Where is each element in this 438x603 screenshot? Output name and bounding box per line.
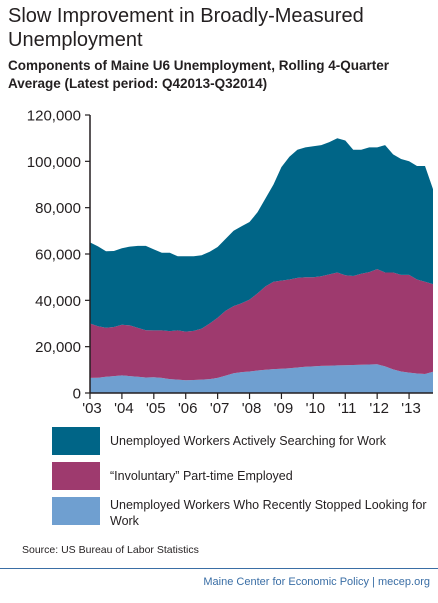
x-tick-label-6: '09 [274,400,294,417]
area-involuntary-part-time [90,269,433,381]
legend-label-actively-searching: Unemployed Workers Actively Searching fo… [110,434,387,448]
x-tick-label-5: '08 [242,400,262,417]
y-tick-label-2: 40,000 [35,293,81,310]
chart-title: Slow Improvement in Broadly-Measured Une… [8,5,364,51]
x-tick-label-4: '07 [210,400,230,417]
legend-swatch-stopped-looking [52,497,100,525]
legend-label-involuntary-part-time: “Involuntary” Part-time Employed [110,469,293,483]
y-tick-label-6: 120,000 [27,108,81,125]
area-actively-searching [90,138,433,332]
x-tick-label-2: '05 [146,400,166,417]
x-tick-label-8: '11 [338,400,356,417]
y-tick-label-0: 0 [73,386,81,403]
x-tick-label-0: '03 [82,400,102,417]
x-tick-label-3: '06 [178,400,198,417]
area-stopped-looking [90,364,433,393]
legend-swatch-actively-searching [52,427,100,455]
area-chart: 0 20,000 40,000 60,000 80,000 100,000 120,000 '… [27,108,433,417]
x-tick-label-1: '04 [114,400,134,417]
legend-label-stopped-looking: Unemployed Workers Who Recently Stopped … [110,498,427,528]
x-tick-label-7: '10 [306,400,326,417]
legend-swatch-involuntary-part-time [52,462,100,490]
chart-subtitle: Components of Maine U6 Unemployment, Rol… [8,58,390,91]
footer-divider [0,568,438,569]
y-tick-label-4: 80,000 [35,200,81,217]
y-tick-label-5: 100,000 [27,154,81,171]
x-tick-label-9: '12 [369,400,389,417]
y-tick-label-3: 60,000 [35,247,81,264]
y-tick-label-1: 20,000 [35,339,81,356]
x-tick-label-10: '13 [401,400,421,417]
footer-credit: Maine Center for Economic Policy | mecep… [203,576,430,588]
source-note: Source: US Bureau of Labor Statistics [22,544,199,556]
